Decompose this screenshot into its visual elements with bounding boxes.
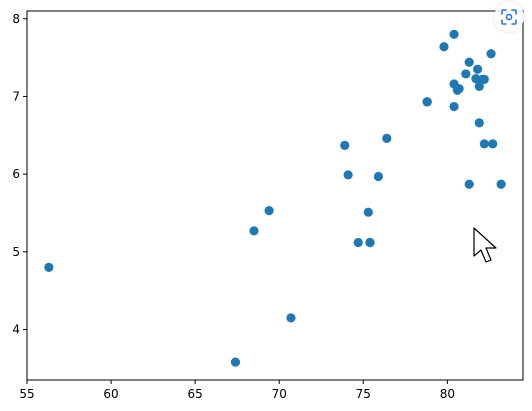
axis-ticks: 55 60 65 70 75 80 4 5 6 7 8 xyxy=(12,12,455,401)
x-tick-label: 80 xyxy=(440,387,455,401)
scatter-point xyxy=(230,357,241,367)
scatter-points xyxy=(44,29,506,367)
scatter-point xyxy=(340,140,350,150)
x-tick-label: 65 xyxy=(187,387,202,401)
x-tick-label: 70 xyxy=(272,387,287,401)
scatter-point xyxy=(449,29,459,39)
scatter-point xyxy=(286,313,296,323)
scatter-point xyxy=(373,171,384,182)
x-tick-label: 75 xyxy=(356,387,371,401)
scatter-point xyxy=(488,139,498,149)
scatter-point xyxy=(264,206,274,216)
y-tick-label: 4 xyxy=(12,323,20,337)
scatter-point xyxy=(473,64,483,74)
scatter-point xyxy=(454,84,464,94)
scatter-point xyxy=(343,170,353,180)
scatter-point xyxy=(363,207,373,217)
axes-frame xyxy=(26,10,524,381)
scatter-point xyxy=(474,118,484,128)
scan-glyph-icon xyxy=(501,9,517,25)
scatter-point xyxy=(449,101,459,112)
scatter-point xyxy=(479,139,489,149)
screenshot-scan-icon[interactable] xyxy=(494,2,524,32)
scatter-point xyxy=(44,262,54,272)
x-tick-label: 60 xyxy=(103,387,118,401)
scatter-point xyxy=(479,74,489,84)
x-tick-label: 55 xyxy=(19,387,34,401)
y-tick-label: 5 xyxy=(12,245,20,259)
scatter-point xyxy=(439,42,449,52)
scatter-point xyxy=(496,179,506,189)
scatter-point xyxy=(464,57,474,67)
scatter-point xyxy=(422,97,432,107)
scatter-point xyxy=(353,237,363,248)
mouse-pointer-icon xyxy=(472,226,502,268)
scatter-point xyxy=(474,81,484,91)
scatter-point xyxy=(471,73,481,84)
scatter-point xyxy=(382,133,392,144)
y-tick-label: 8 xyxy=(12,12,20,26)
y-tick-label: 6 xyxy=(12,167,20,181)
scatter-point xyxy=(486,49,496,59)
scatter-point xyxy=(464,179,474,189)
scatter-point xyxy=(249,226,259,236)
scatter-point xyxy=(461,69,471,79)
scatter-point xyxy=(365,237,375,248)
y-tick-label: 7 xyxy=(12,89,20,103)
